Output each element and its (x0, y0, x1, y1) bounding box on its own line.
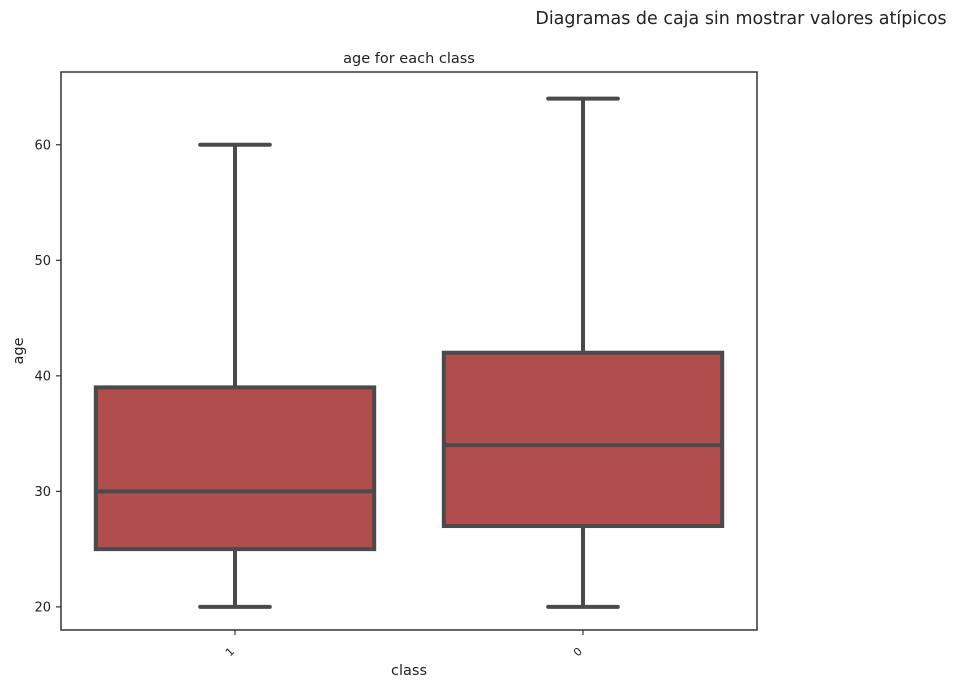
box-group-0 (441, 96, 725, 609)
y-tick-label: 60 (34, 138, 51, 153)
y-tick-label: 40 (34, 369, 51, 384)
chart-title: age for each class (343, 51, 475, 67)
figure-suptitle: Diagramas de caja sin mostrar valores at… (535, 9, 946, 29)
x-tick-label: 1 (223, 645, 237, 659)
y-tick-label: 30 (34, 485, 51, 500)
y-tick-label: 20 (34, 600, 51, 615)
y-tick-label: 50 (34, 254, 51, 269)
x-tick-label: 0 (571, 645, 585, 659)
axes-frame (60, 71, 758, 631)
y-axis-label: age (11, 337, 27, 364)
box-group-1 (93, 142, 377, 609)
plot-area (93, 96, 725, 609)
x-axis-label: class (391, 663, 427, 679)
box-iqr (93, 385, 377, 552)
box-iqr (441, 350, 725, 529)
